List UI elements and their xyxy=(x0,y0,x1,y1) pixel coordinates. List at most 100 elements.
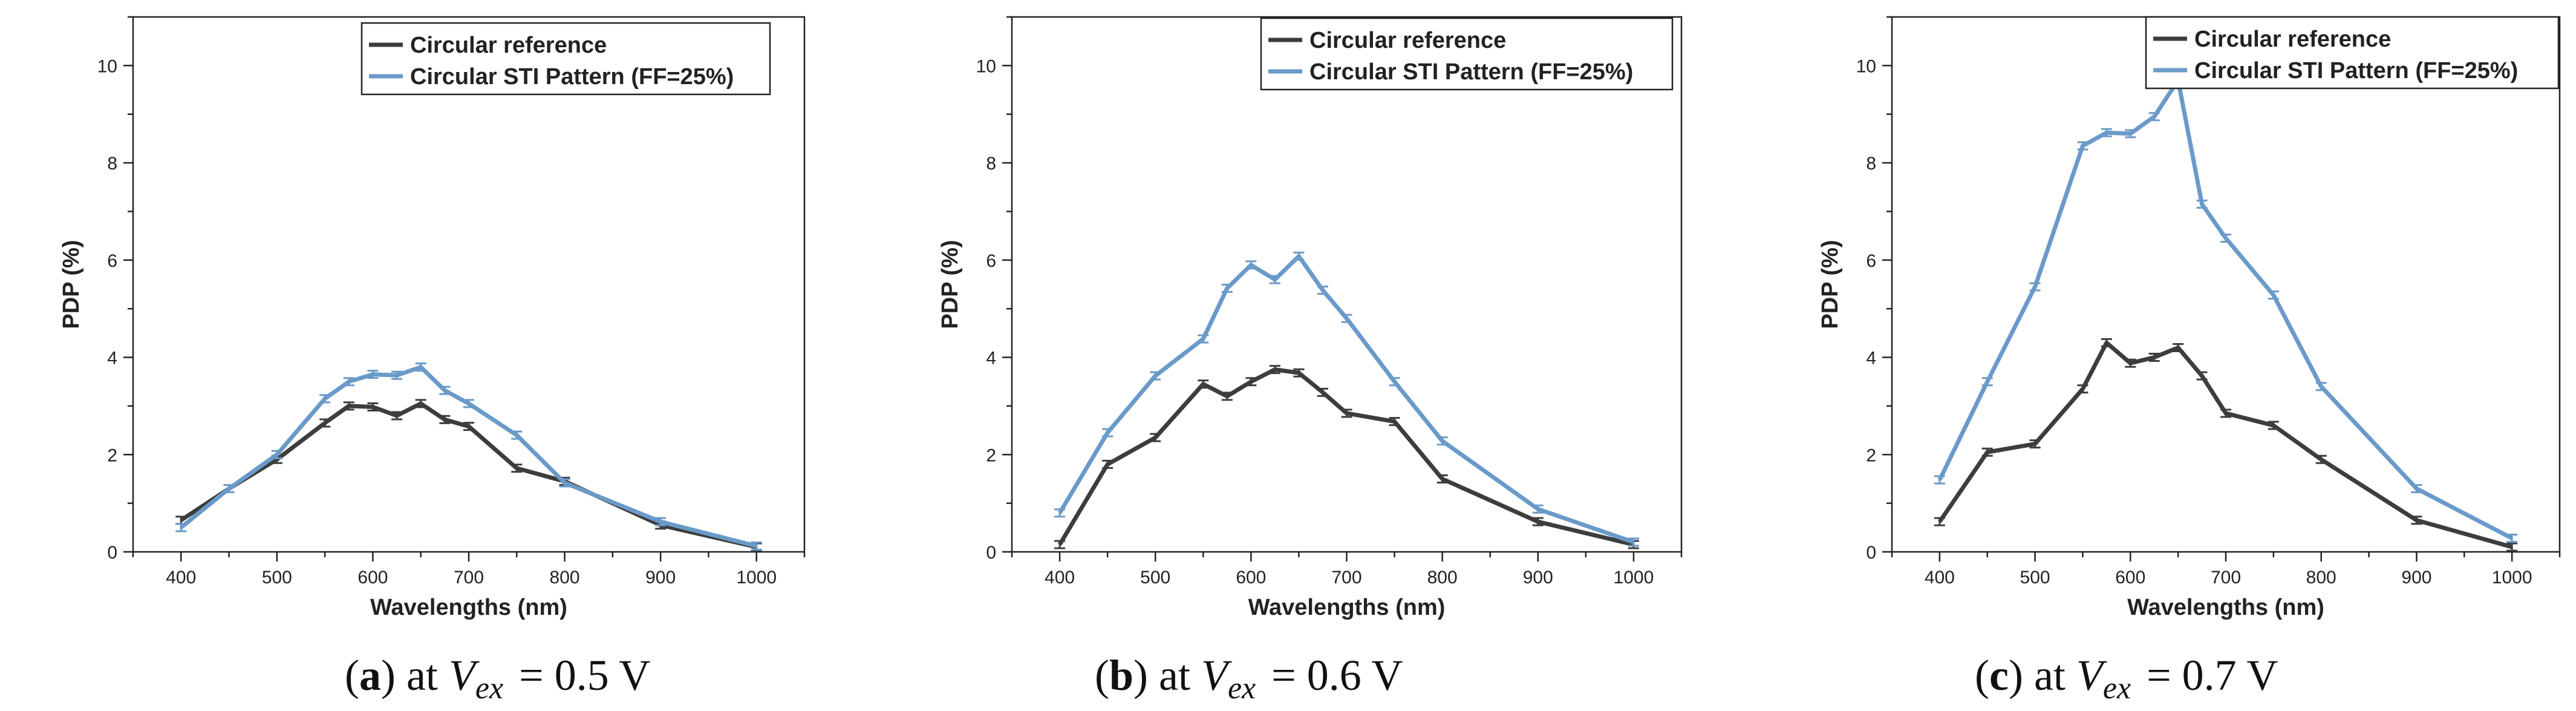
y-axis-label: PDP (%) xyxy=(937,240,963,329)
y-tick-label: 0 xyxy=(986,543,996,563)
x-tick-label: 700 xyxy=(2211,568,2241,588)
data-point xyxy=(2125,129,2136,139)
data-point xyxy=(463,422,474,431)
x-tick-label: 500 xyxy=(2020,568,2050,588)
legend-label: Circular STI Pattern (FF=25%) xyxy=(1309,59,1633,85)
legend-label: Circular STI Pattern (FF=25%) xyxy=(410,64,734,90)
chart-panel-c: 400 500 600 700 800 900 1000 0 2 4 6 8 10 Wavelengths… xyxy=(1818,16,2561,706)
data-point xyxy=(2411,484,2422,494)
panel-caption: (c) at Vex = 0.7 V xyxy=(1975,651,2278,706)
data-point xyxy=(2101,338,2112,347)
x-tick-label: 1000 xyxy=(736,568,777,588)
caption-open: ( xyxy=(345,651,359,700)
data-point xyxy=(1532,517,1544,526)
y-tick-label: 4 xyxy=(1866,349,1876,369)
y-tick-label: 2 xyxy=(1866,445,1876,465)
data-point xyxy=(1436,436,1448,446)
data-point xyxy=(1198,334,1209,344)
chart-panel-a: 400 500 600 700 800 900 1000 0 2 4 6 8 10 Wavelengths… xyxy=(59,16,806,706)
x-tick-label: 1000 xyxy=(2492,568,2532,588)
data-point xyxy=(2029,282,2041,292)
caption-equals: = xyxy=(1271,651,1296,700)
data-point xyxy=(1102,459,1114,469)
x-tick-label: 400 xyxy=(1045,568,1075,588)
series-line-circular-sti xyxy=(1058,254,1635,545)
caption-equals: = xyxy=(2147,651,2171,700)
data-point xyxy=(463,399,474,408)
data-point xyxy=(1532,504,1544,514)
y-tick-label: 10 xyxy=(97,56,117,76)
data-point xyxy=(2220,408,2231,418)
x-axis-label: Wavelengths (nm) xyxy=(1248,595,1446,620)
data-point xyxy=(1341,313,1352,323)
plot-frame xyxy=(132,16,806,553)
legend-label: Circular STI Pattern (FF=25%) xyxy=(2194,58,2518,84)
caption-close: ) xyxy=(381,651,396,700)
series-line-circular-reference xyxy=(180,401,757,549)
legend: Circular reference Circular STI Pattern (… xyxy=(1260,17,1674,91)
y-tick-label: 10 xyxy=(976,56,996,76)
data-point xyxy=(1934,517,1945,526)
data-point xyxy=(2506,542,2518,552)
x-axis-label: Wavelengths (nm) xyxy=(370,595,567,620)
data-point xyxy=(343,377,354,387)
y-tick-label: 0 xyxy=(1866,543,1876,563)
x-tick-label: 400 xyxy=(166,568,196,588)
y-tick-label: 4 xyxy=(107,349,117,369)
data-point xyxy=(391,411,403,421)
x-tick-label: 700 xyxy=(454,568,484,588)
data-point xyxy=(1102,428,1114,437)
caption-open: ( xyxy=(1975,651,1989,700)
caption-open: ( xyxy=(1095,651,1109,700)
data-point xyxy=(1269,275,1280,284)
chart-panel-b: 400 500 600 700 800 900 1000 0 2 4 6 8 10 Wavelengths… xyxy=(937,16,1683,706)
data-point xyxy=(1245,377,1257,387)
plot-frame xyxy=(1891,16,2561,553)
caption-variable: V xyxy=(1201,651,1232,700)
caption-letter: b xyxy=(1109,651,1133,700)
data-point xyxy=(1389,377,1400,387)
caption-at: at xyxy=(2034,651,2066,700)
y-tick-label: 0 xyxy=(107,543,117,563)
data-point xyxy=(559,478,570,488)
x-tick-label: 500 xyxy=(1140,568,1170,588)
legend-label: Circular reference xyxy=(1309,28,1506,53)
caption-at: at xyxy=(406,651,438,700)
data-point xyxy=(2196,371,2208,381)
data-point xyxy=(2101,128,2112,137)
data-point xyxy=(2268,290,2279,300)
caption-value: 0.5 V xyxy=(555,651,651,700)
data-point xyxy=(367,370,379,379)
data-point xyxy=(415,399,426,408)
data-point xyxy=(1269,365,1280,375)
data-point xyxy=(2077,141,2089,151)
data-point xyxy=(2173,342,2184,352)
data-point xyxy=(439,414,451,424)
y-tick-label: 6 xyxy=(986,251,996,271)
x-tick-label: 800 xyxy=(550,568,580,588)
data-point xyxy=(1934,475,1945,485)
data-point xyxy=(2315,382,2327,392)
legend-box xyxy=(360,22,771,96)
x-tick-label: 900 xyxy=(1523,568,1553,588)
legend-label: Circular reference xyxy=(410,33,607,58)
data-point xyxy=(271,450,282,459)
data-point xyxy=(511,430,523,440)
y-axis-label: PDP (%) xyxy=(59,240,84,329)
data-point xyxy=(439,385,451,395)
series-line-circular-reference xyxy=(1058,367,1634,547)
panel-caption: (a) at Vex = 0.5 V xyxy=(345,651,650,706)
y-tick-label: 8 xyxy=(1866,154,1876,174)
x-tick-label: 600 xyxy=(357,568,388,588)
caption-variable: V xyxy=(449,651,480,700)
data-point xyxy=(2315,454,2327,464)
legend-box xyxy=(1260,17,1674,91)
x-tick-label: 1000 xyxy=(1614,568,1654,588)
caption-variable: V xyxy=(2076,651,2107,700)
y-tick-label: 2 xyxy=(986,445,996,465)
data-point xyxy=(2268,421,2279,430)
x-tick-label: 900 xyxy=(2401,568,2431,588)
data-point xyxy=(319,394,331,404)
legend: Circular reference Circular STI Pattern (… xyxy=(360,22,771,96)
